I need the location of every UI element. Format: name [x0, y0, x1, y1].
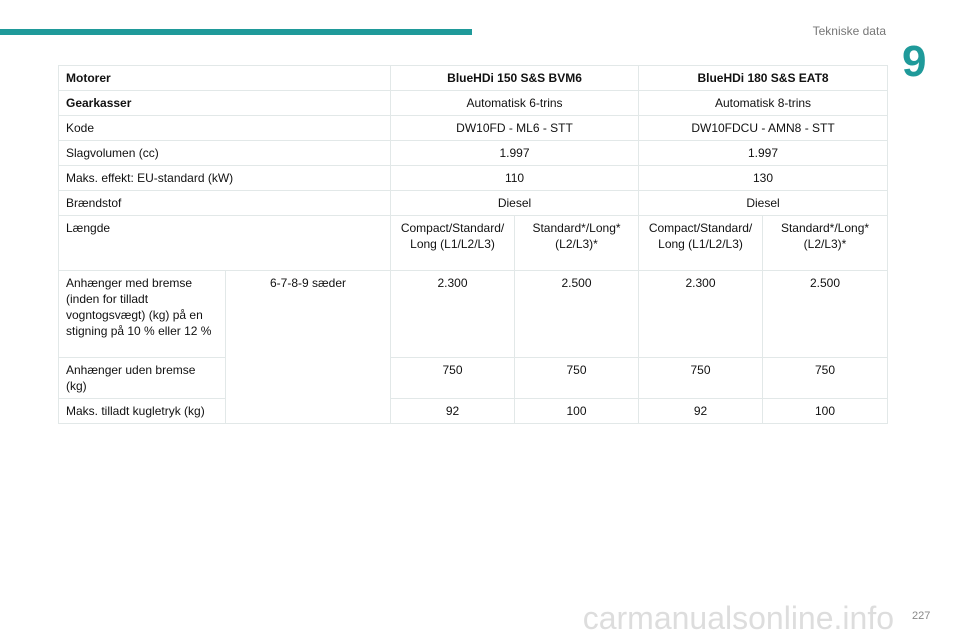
cell: 100 [762, 398, 889, 424]
page-number: 227 [912, 610, 931, 622]
table-row: Længde Compact/Standard/ Long (L1/L2/L3) S… [57, 215, 889, 271]
cell: Diesel [638, 190, 889, 216]
row-label: Slagvolumen (cc) [57, 140, 392, 166]
table-row: Maks. effekt: EU-standard (kW) 110 130 [57, 165, 889, 191]
cell: 110 [390, 165, 640, 191]
cell: 750 [390, 357, 516, 399]
cell: Diesel [390, 190, 640, 216]
row-label: Længde [57, 215, 392, 271]
chapter-number: 9 [902, 37, 927, 86]
cell: Standard*/Long* (L2/L3)* [762, 215, 889, 271]
row-label: Anhænger med bremse (inden for tilladt v… [58, 270, 226, 358]
section-title: Tekniske data [812, 24, 886, 38]
row-label: Anhænger uden bremse (kg) [58, 357, 226, 399]
seats-cell: 6-7-8-9 sæder [224, 270, 392, 424]
cell: DW10FDCU - AMN8 - STT [638, 115, 889, 141]
table-row: Slagvolumen (cc) 1.997 1.997 [57, 140, 889, 166]
cell: BlueHDi 150 S&S BVM6 [390, 65, 640, 91]
cell: Automatisk 6-trins [390, 90, 640, 116]
cell: Compact/Standard/ Long (L1/L2/L3) [638, 215, 764, 271]
cell: 92 [390, 398, 516, 424]
table-row: Gearkasser Automatisk 6-trins Automatisk 8… [57, 90, 889, 116]
row-label: Motorer [57, 65, 392, 91]
cell: 92 [638, 398, 764, 424]
cell: 750 [638, 357, 764, 399]
technical-data-table: Motorer BlueHDi 150 S&S BVM6 BlueHDi 180 S… [57, 65, 889, 424]
row-label: Maks. effekt: EU-standard (kW) [57, 165, 392, 191]
row-label: Kode [57, 115, 392, 141]
table-row: Anhænger med bremse (inden for tilladt v… [58, 270, 889, 424]
table-row: Anhænger uden bremse (kg) 750 750 750 750 [58, 357, 889, 399]
cell: 750 [514, 357, 640, 399]
table-row: Motorer BlueHDi 150 S&S BVM6 BlueHDi 180 S… [57, 65, 889, 91]
cell: Standard*/Long* (L2/L3)* [514, 215, 640, 271]
cell: 1.997 [390, 140, 640, 166]
cell: 1.997 [638, 140, 889, 166]
row-label: Gearkasser [57, 90, 392, 116]
cell: 130 [638, 165, 889, 191]
row-label: Maks. tilladt kugletryk (kg) [58, 398, 226, 424]
cell: 2.300 [390, 270, 516, 358]
table-row: Brændstof Diesel Diesel [57, 190, 889, 216]
watermark: carmanualsonline.info [582, 600, 894, 636]
cell: DW10FD - ML6 - STT [390, 115, 640, 141]
cell: 2.500 [762, 270, 889, 358]
table-row: Maks. tilladt kugletryk (kg) 92 100 92 100 [58, 398, 889, 424]
cell: 750 [762, 357, 889, 399]
cell: Compact/Standard/ Long (L1/L2/L3) [390, 215, 516, 271]
cell: 2.500 [514, 270, 640, 358]
cell: BlueHDi 180 S&S EAT8 [638, 65, 889, 91]
row-label: Brændstof [57, 190, 392, 216]
table-row: Kode DW10FD - ML6 - STT DW10FDCU - AMN8 - … [57, 115, 889, 141]
cell: 2.300 [638, 270, 764, 358]
cell: 100 [514, 398, 640, 424]
header-accent-bar [0, 29, 472, 35]
cell: Automatisk 8-trins [638, 90, 889, 116]
